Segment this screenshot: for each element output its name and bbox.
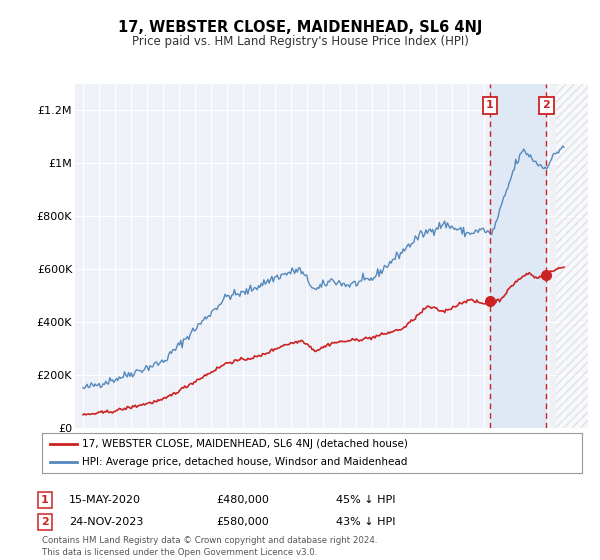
Text: 2: 2: [542, 100, 550, 110]
Text: £580,000: £580,000: [216, 517, 269, 527]
Bar: [556, 84, 588, 428]
Text: HPI: Average price, detached house, Windsor and Maidenhead: HPI: Average price, detached house, Wind…: [83, 458, 408, 467]
Text: 45% ↓ HPI: 45% ↓ HPI: [336, 495, 395, 505]
Text: Price paid vs. HM Land Registry's House Price Index (HPI): Price paid vs. HM Land Registry's House …: [131, 35, 469, 48]
Text: Contains HM Land Registry data © Crown copyright and database right 2024.
This d: Contains HM Land Registry data © Crown c…: [42, 536, 377, 557]
Text: 24-NOV-2023: 24-NOV-2023: [69, 517, 143, 527]
Text: 43% ↓ HPI: 43% ↓ HPI: [336, 517, 395, 527]
Text: 2: 2: [41, 517, 49, 527]
Text: 15-MAY-2020: 15-MAY-2020: [69, 495, 141, 505]
Text: 1: 1: [486, 100, 494, 110]
Text: 17, WEBSTER CLOSE, MAIDENHEAD, SL6 4NJ: 17, WEBSTER CLOSE, MAIDENHEAD, SL6 4NJ: [118, 20, 482, 35]
Text: 1: 1: [41, 495, 49, 505]
Text: 17, WEBSTER CLOSE, MAIDENHEAD, SL6 4NJ (detached house): 17, WEBSTER CLOSE, MAIDENHEAD, SL6 4NJ (…: [83, 439, 409, 449]
Bar: [556, 84, 588, 428]
Bar: [490, 84, 547, 428]
Text: £480,000: £480,000: [216, 495, 269, 505]
